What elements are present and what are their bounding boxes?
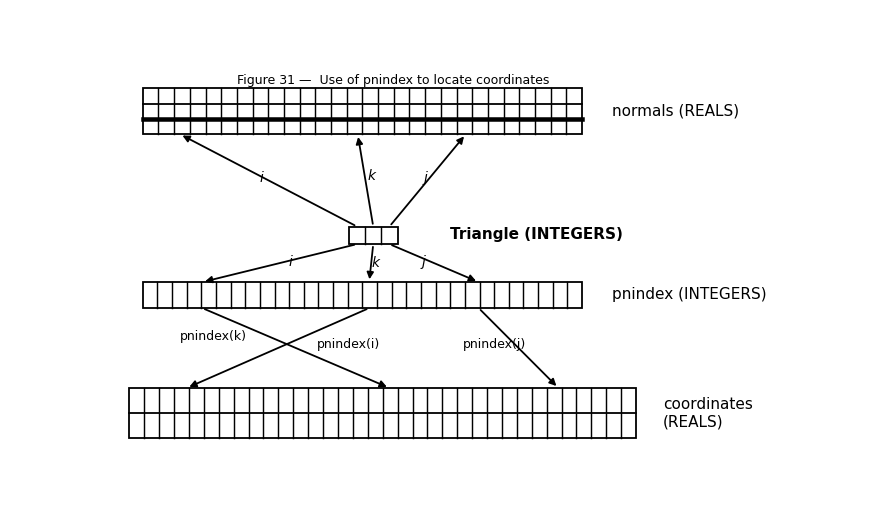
Text: j: j: [423, 171, 427, 185]
Bar: [143, 88, 582, 134]
Text: pnindex(i): pnindex(i): [317, 337, 380, 350]
Text: pnindex(k): pnindex(k): [181, 330, 248, 343]
Text: Triangle (INTEGERS): Triangle (INTEGERS): [450, 227, 623, 242]
Text: i: i: [288, 255, 292, 269]
Text: k: k: [367, 169, 375, 183]
Text: Figure 31 —  Use of pnindex to locate coordinates: Figure 31 — Use of pnindex to locate coo…: [236, 74, 549, 87]
Bar: [143, 282, 582, 308]
Text: pnindex(j): pnindex(j): [462, 337, 526, 350]
Text: i: i: [259, 171, 263, 185]
Text: j: j: [421, 255, 426, 269]
Text: pnindex (INTEGERS): pnindex (INTEGERS): [612, 288, 767, 303]
Text: normals (REALS): normals (REALS): [612, 103, 739, 118]
Bar: [129, 388, 636, 438]
Bar: [349, 226, 398, 244]
Text: k: k: [372, 256, 380, 270]
Text: coordinates
(REALS): coordinates (REALS): [663, 397, 753, 429]
